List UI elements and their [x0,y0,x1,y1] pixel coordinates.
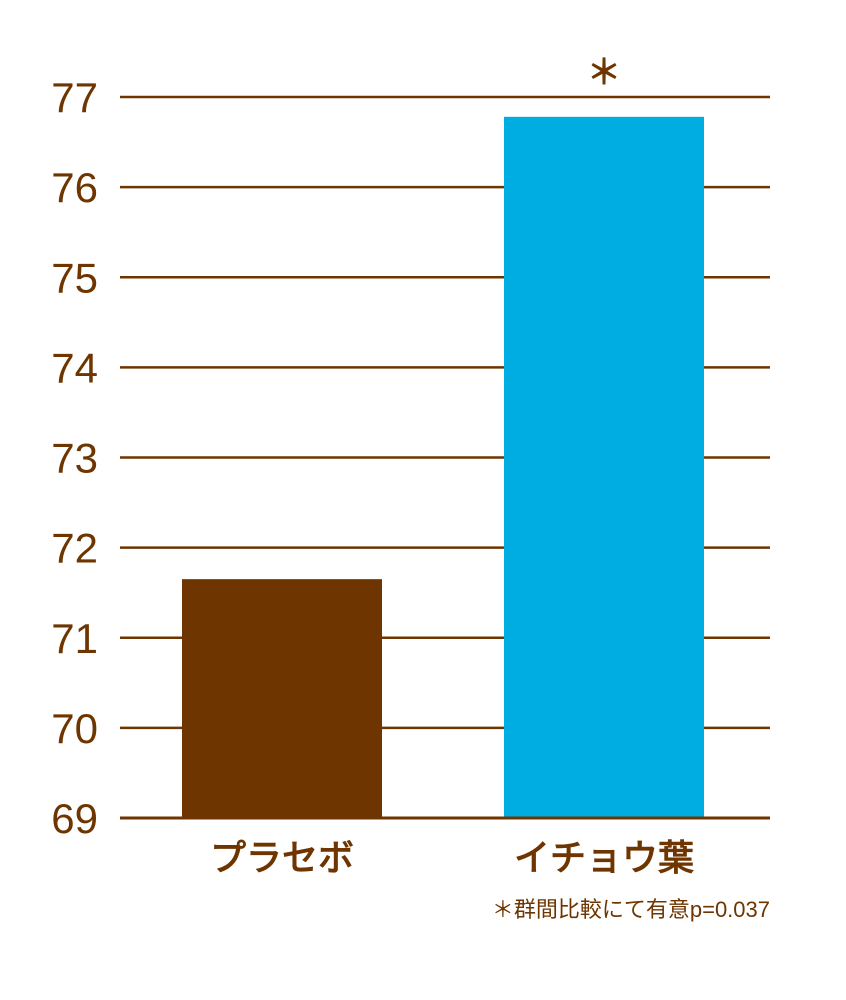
y-tick-label: 77 [51,74,98,121]
bar-2 [504,116,704,818]
x-axis-categories: プラセボ イチョウ葉 [210,837,695,878]
bar-1 [182,579,382,818]
y-tick-label: 73 [51,435,98,482]
y-tick-label: 69 [51,795,98,842]
significance-marker: ＊ [587,54,621,92]
category-label: プラセボ [210,837,354,878]
bars [120,116,770,820]
y-axis-ticks: 69 70 71 72 73 74 75 76 77 [51,74,98,842]
footnote: ＊群間比較にて有意p=0.037 [492,897,770,922]
y-tick-label: 72 [51,525,98,572]
y-tick-label: 75 [51,254,98,301]
y-tick-label: 70 [51,705,98,752]
y-tick-label: 76 [51,164,98,211]
y-tick-label: 74 [51,344,98,391]
category-label: イチョウ葉 [514,837,695,878]
y-tick-label: 71 [51,615,98,662]
